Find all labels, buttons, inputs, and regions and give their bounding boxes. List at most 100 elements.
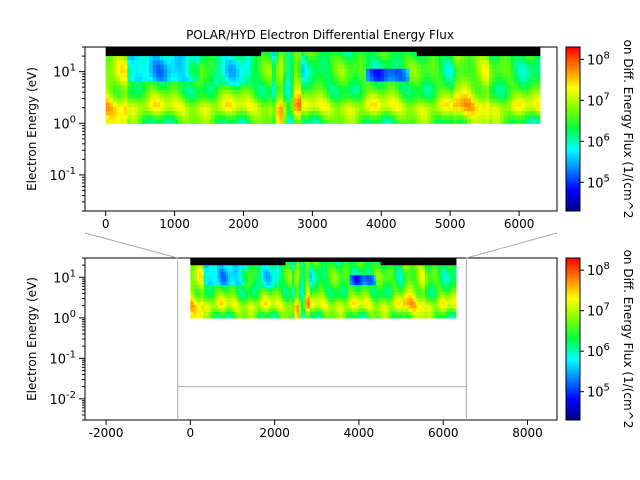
spectrogram-cell — [178, 76, 183, 82]
spectrogram-cell — [232, 274, 236, 279]
spectrogram-cell — [474, 93, 479, 99]
spectrogram-cell — [212, 258, 216, 262]
spectrogram-cell — [236, 297, 240, 302]
spectrogram-cell — [178, 80, 183, 86]
spectrogram-cell — [398, 89, 403, 95]
spectrogram-cell — [427, 110, 432, 116]
spectrogram-cell — [496, 97, 501, 103]
spectrogram-cell — [452, 89, 458, 95]
spectrogram-cell — [130, 114, 136, 120]
spectrogram-cell — [303, 307, 306, 312]
spectrogram-cell — [447, 294, 450, 299]
spectrogram-cell — [398, 294, 402, 299]
spectrogram-cell — [196, 114, 201, 120]
spectrogram-cell — [232, 281, 236, 286]
spectrogram-cell — [499, 55, 505, 61]
spectrogram-cell — [254, 287, 258, 292]
spectrogram-cell — [333, 47, 338, 52]
spectrogram-cell — [407, 291, 410, 296]
spectrogram-cell — [318, 297, 322, 302]
spectrogram-cell — [138, 119, 143, 124]
spectrogram-cell — [354, 287, 357, 292]
spectrogram-cell — [304, 97, 309, 103]
spectrogram-cell — [326, 68, 331, 74]
spectrogram-cell — [398, 287, 402, 292]
spectrogram-cell — [194, 297, 198, 302]
spectrogram-cell — [400, 297, 404, 302]
spectrogram-cell — [435, 277, 439, 282]
spectrogram-cell — [365, 271, 368, 276]
spectrogram-cell — [489, 114, 494, 120]
spectrogram-cell — [532, 59, 537, 65]
spectrogram-cell — [510, 72, 516, 78]
spectrogram-cell — [185, 114, 190, 120]
spectrogram-cell — [385, 304, 388, 309]
spectrogram-cell — [256, 271, 260, 276]
spectrogram-cell — [315, 76, 320, 82]
spectrogram-cell — [311, 63, 317, 69]
spectrogram-cell — [268, 76, 273, 82]
spectrogram-cell — [507, 106, 512, 112]
spectrogram-cell — [206, 76, 212, 82]
spectrogram-cell — [134, 80, 139, 86]
x-tick-label: 4000 — [344, 426, 375, 440]
spectrogram-cell — [337, 102, 342, 107]
spectrogram-cell — [236, 314, 240, 319]
spectrogram-cell — [385, 258, 388, 262]
spectrogram-cell — [347, 277, 351, 282]
spectrogram-cell — [329, 267, 333, 272]
spectrogram-cell — [345, 311, 349, 316]
spectrogram-cell — [236, 291, 240, 296]
spectrogram-cell — [301, 63, 306, 69]
spectrogram-cell — [442, 314, 446, 319]
spectrogram-cell — [120, 97, 125, 103]
spectrogram-cell — [234, 287, 238, 292]
spectrogram-cell — [304, 59, 309, 65]
spectrogram-cell — [315, 85, 320, 90]
spectrogram-cell — [281, 314, 284, 319]
spectrogram-cell — [373, 307, 377, 312]
spectrogram-cell — [420, 59, 425, 65]
spectrogram-cell — [532, 47, 537, 52]
spectrogram-cell — [199, 281, 203, 286]
spectrogram-cell — [411, 287, 415, 292]
spectrogram-cell — [366, 72, 371, 78]
spectrogram-cell — [358, 97, 364, 103]
spectrogram-cell — [344, 110, 349, 116]
spectrogram-cell — [196, 51, 201, 57]
spectrogram-cell — [116, 106, 121, 112]
spectrogram-cell — [463, 72, 469, 78]
spectrogram-cell — [326, 47, 331, 52]
spectrogram-cell — [203, 267, 207, 272]
spectrogram-cell — [407, 258, 410, 262]
spectrogram-cell — [250, 51, 255, 57]
spectrogram-cell — [263, 258, 267, 262]
spectrogram-cell — [318, 304, 322, 309]
spectrogram-cell — [438, 80, 443, 86]
spectrogram-cell — [227, 284, 231, 289]
spectrogram-cell — [290, 119, 295, 124]
spectrogram-cell — [391, 304, 395, 309]
spectrogram-cell — [358, 304, 362, 309]
spectrogram-cell — [297, 68, 302, 74]
spectrogram-cell — [170, 106, 176, 112]
spectrogram-cell — [347, 261, 351, 266]
spectrogram-cell — [391, 85, 396, 90]
spectrogram-cell — [365, 277, 368, 282]
spectrogram-cell — [340, 258, 344, 262]
spectrogram-cell — [348, 106, 353, 112]
spectrogram-cell — [453, 311, 457, 316]
spectrogram-cell — [336, 314, 340, 319]
spectrogram-cell — [178, 110, 183, 116]
spectrogram-cell — [307, 287, 311, 292]
spectrogram-cell — [258, 271, 262, 276]
spectrogram-cell — [514, 85, 519, 90]
spectrogram-cell — [333, 68, 338, 74]
spectrogram-cell — [225, 89, 230, 95]
spectrogram-cell — [283, 291, 287, 296]
spectrogram-cell — [481, 47, 487, 52]
spectrogram-cell — [362, 63, 367, 69]
spectrogram-cell — [314, 274, 318, 279]
spectrogram-cell — [337, 89, 342, 95]
spectrogram-cell — [416, 271, 419, 276]
